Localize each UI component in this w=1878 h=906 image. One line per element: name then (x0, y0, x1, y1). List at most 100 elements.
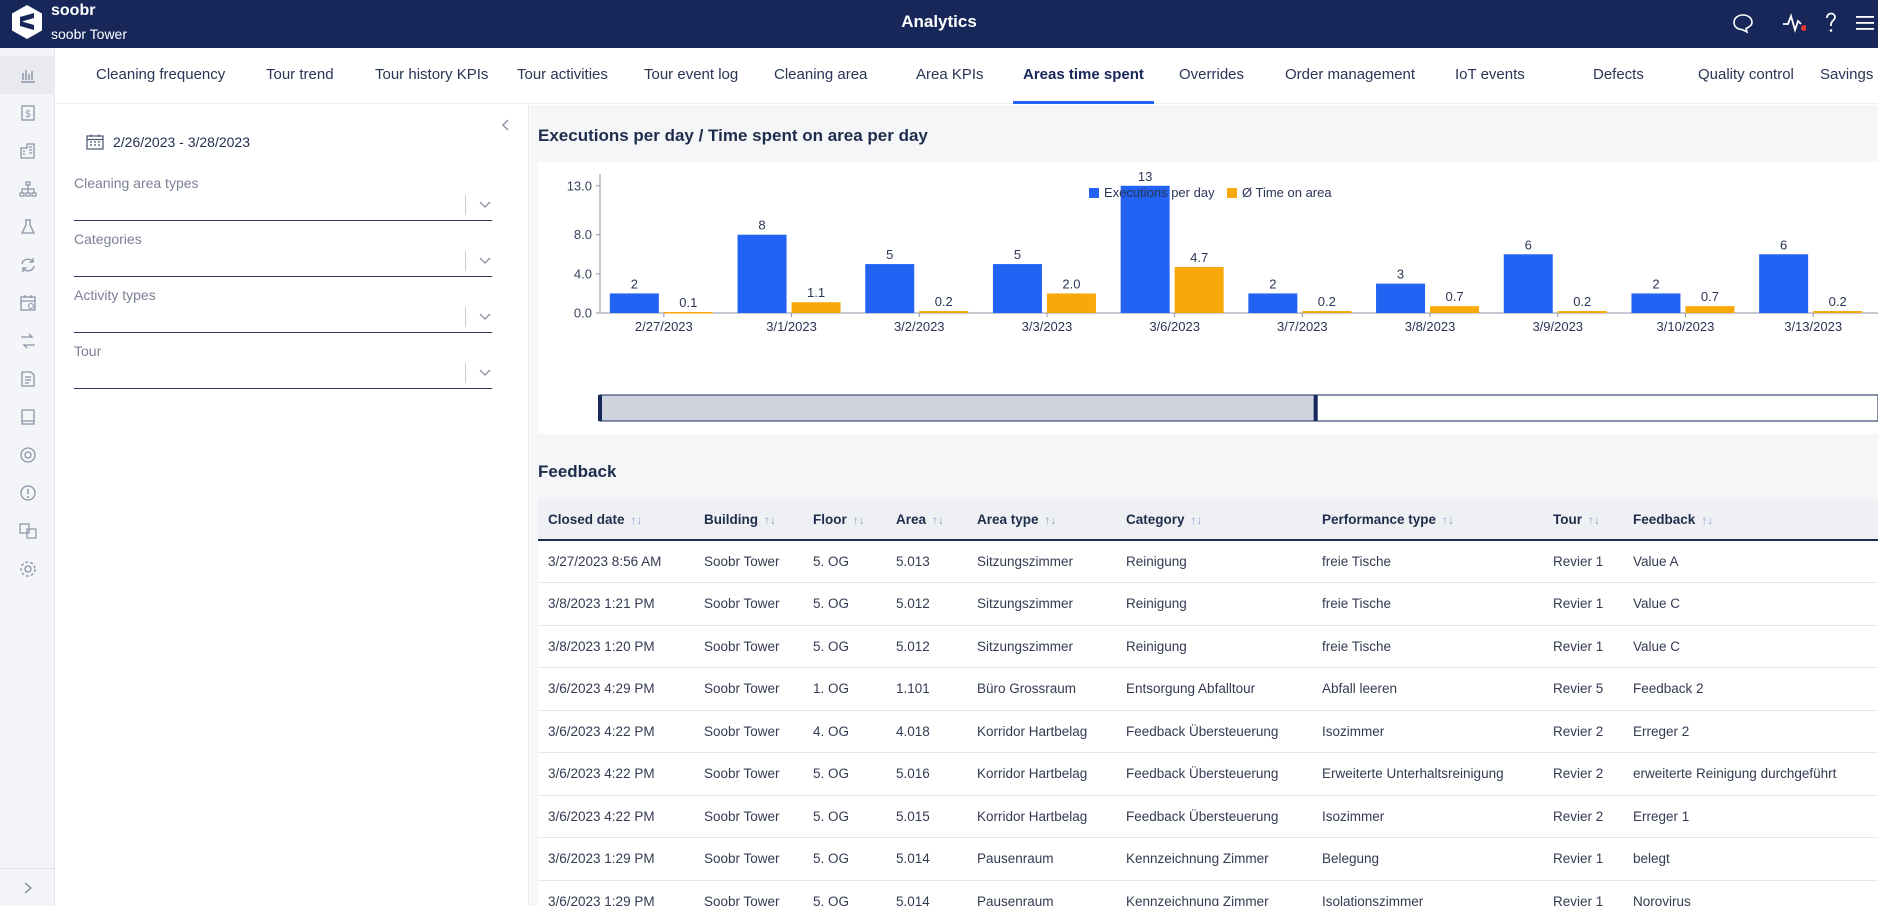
settings-icon[interactable] (0, 550, 55, 588)
flask-icon[interactable] (0, 208, 55, 246)
tab-tour-event-log[interactable]: Tour event log (644, 66, 739, 83)
alert-icon[interactable] (0, 474, 55, 512)
collapse-panel-chevron-left-icon[interactable] (498, 117, 514, 133)
column-header-tour[interactable]: Tour ↑↓ (1543, 499, 1623, 541)
x-tick-label: 3/1/2023 (766, 319, 817, 334)
tab-area-kpis[interactable]: Area KPIs (916, 66, 984, 83)
date-range-picker[interactable]: 2/26/2023 - 3/28/2023 (86, 132, 250, 152)
table-row[interactable]: 3/6/2023 4:22 PM Soobr Tower 5. OG 5.015 Kor… (538, 795, 1878, 838)
table-row[interactable]: 3/6/2023 1:29 PM Soobr Tower 5. OG 5.014 Pau… (538, 880, 1878, 906)
tab-tour-activities[interactable]: Tour activities (517, 66, 608, 83)
chat-icon[interactable] (1730, 10, 1756, 36)
field-label: Activity types (74, 287, 156, 303)
table-row[interactable]: 3/27/2023 8:56 AM Soobr Tower 5. OG 5.013 Si… (538, 540, 1878, 583)
cell-category: Kennzeichnung Zimmer (1116, 880, 1312, 906)
field-divider (465, 307, 466, 327)
tab-areas-time-spent[interactable]: Areas time spent (1013, 48, 1154, 104)
column-header-area[interactable]: Area ↑↓ (886, 499, 967, 541)
table-row[interactable]: 3/8/2023 1:21 PM Soobr Tower 5. OG 5.012 Sit… (538, 582, 1878, 626)
calendar-icon[interactable] (0, 284, 55, 322)
cleaning-area-types-select[interactable]: Cleaning area types (74, 175, 492, 221)
activity-icon[interactable] (1780, 10, 1806, 36)
refresh-icon[interactable] (0, 246, 55, 284)
column-header-performance-type[interactable]: Performance type ↑↓ (1312, 499, 1543, 541)
tab-order-management[interactable]: Order management (1285, 66, 1416, 83)
table-row[interactable]: 3/6/2023 4:29 PM Soobr Tower 1. OG 1.101 Bür… (538, 667, 1878, 711)
sort-icon[interactable]: ↑↓ (1588, 512, 1600, 527)
document-icon[interactable] (0, 360, 55, 398)
bar-executions (1120, 185, 1170, 313)
sort-icon[interactable]: ↑↓ (1190, 512, 1203, 527)
column-label: Area (896, 511, 927, 527)
sort-icon[interactable]: ↑↓ (932, 512, 945, 527)
scroller-left-handle[interactable] (598, 395, 602, 421)
column-header-closed-date[interactable]: Closed date ↑↓ (538, 499, 694, 541)
tab-tour-history-kpis[interactable]: Tour history KPIs (375, 66, 489, 83)
tab-savings[interactable]: Savings (1820, 66, 1874, 83)
cell-building: Soobr Tower (694, 710, 803, 753)
building-icon[interactable] (0, 132, 55, 170)
column-header-feedback[interactable]: Feedback ↑↓ (1623, 499, 1878, 541)
bar-executions (865, 264, 915, 313)
column-header-floor[interactable]: Floor ↑↓ (803, 499, 886, 541)
field-underline (74, 388, 492, 389)
table-row[interactable]: 3/6/2023 1:29 PM Soobr Tower 5. OG 5.014 Pau… (538, 837, 1878, 881)
soobr-logo-icon[interactable] (8, 3, 46, 41)
bar-data-label: 2 (631, 276, 638, 291)
table-row[interactable]: 3/8/2023 1:20 PM Soobr Tower 5. OG 5.012 Sit… (538, 625, 1878, 668)
sort-icon[interactable]: ↑↓ (1442, 512, 1455, 527)
sort-icon[interactable]: ↑↓ (764, 512, 776, 527)
categories-select[interactable]: Categories (74, 231, 492, 277)
transfer-icon[interactable] (0, 322, 55, 360)
cell-area-type: Sitzungszimmer (967, 625, 1116, 668)
column-label: Closed date (548, 511, 625, 527)
activity-types-select[interactable]: Activity types (74, 287, 492, 333)
tab-tour-trend[interactable]: Tour trend (266, 66, 334, 83)
tab-cleaning-frequency[interactable]: Cleaning frequency (96, 66, 226, 83)
cell-tour: Revier 1 (1543, 582, 1623, 626)
table-row[interactable]: 3/6/2023 4:22 PM Soobr Tower 5. OG 5.016 Kor… (538, 752, 1878, 796)
bar-data-label: 4.7 (1190, 250, 1208, 265)
bar-data-label: 0.2 (1829, 294, 1847, 309)
column-header-area-type[interactable]: Area type ↑↓ (967, 499, 1116, 541)
translate-icon[interactable] (0, 512, 55, 550)
chevron-down-icon (479, 369, 491, 376)
sort-icon[interactable]: ↑↓ (630, 512, 643, 527)
chart-section-title: Executions per day / Time spent on area … (538, 126, 928, 145)
executions-chart-card: 0.0 4.0 8.0 13.0 2 0.1 2/27/2023 8 1.1 3/1/2023 5 0… (538, 162, 1878, 434)
column-label: Tour (1553, 511, 1582, 527)
sort-icon[interactable]: ↑↓ (852, 512, 865, 527)
cell-category: Reinigung (1116, 625, 1312, 668)
book-icon[interactable] (0, 398, 55, 436)
tab-defects[interactable]: Defects (1593, 66, 1644, 83)
help-icon[interactable] (1818, 10, 1844, 36)
column-header-category[interactable]: Category ↑↓ (1116, 499, 1312, 541)
svg-text:$: $ (24, 109, 30, 120)
sensor-icon[interactable] (0, 436, 55, 474)
expand-sidebar-button[interactable] (0, 868, 55, 906)
menu-icon[interactable] (1852, 10, 1878, 36)
tab-iot-events[interactable]: IoT events (1455, 66, 1525, 83)
column-header-building[interactable]: Building ↑↓ (694, 499, 803, 541)
scroller-selection[interactable] (599, 394, 1317, 422)
cell-area-type: Korridor Hartbelag (967, 752, 1116, 796)
sort-icon[interactable]: ↑↓ (1044, 512, 1057, 527)
bar-chart-icon[interactable] (0, 56, 55, 94)
sort-icon[interactable]: ↑↓ (1701, 512, 1714, 527)
tour-select[interactable]: Tour (74, 343, 492, 389)
hierarchy-icon[interactable] (0, 170, 55, 208)
bar-time-on-area (1174, 267, 1224, 313)
chevron-down-icon (479, 257, 491, 264)
tab-quality-control[interactable]: Quality control (1698, 66, 1794, 83)
bar-data-label: 0.7 (1446, 289, 1464, 304)
building-selector[interactable]: soobr Tower (51, 26, 128, 42)
cell-performance-type: freie Tische (1312, 582, 1543, 626)
tab-cleaning-area[interactable]: Cleaning area (774, 66, 868, 83)
tab-overrides[interactable]: Overrides (1179, 66, 1245, 83)
field-divider (465, 251, 466, 271)
scroller-right-handle[interactable] (1313, 395, 1318, 421)
dollar-icon[interactable]: $ (0, 94, 55, 132)
cell-feedback: Norovirus (1623, 880, 1878, 906)
table-row[interactable]: 3/6/2023 4:22 PM Soobr Tower 4. OG 4.018 Kor… (538, 710, 1878, 753)
cell-tour: Revier 2 (1543, 710, 1623, 753)
